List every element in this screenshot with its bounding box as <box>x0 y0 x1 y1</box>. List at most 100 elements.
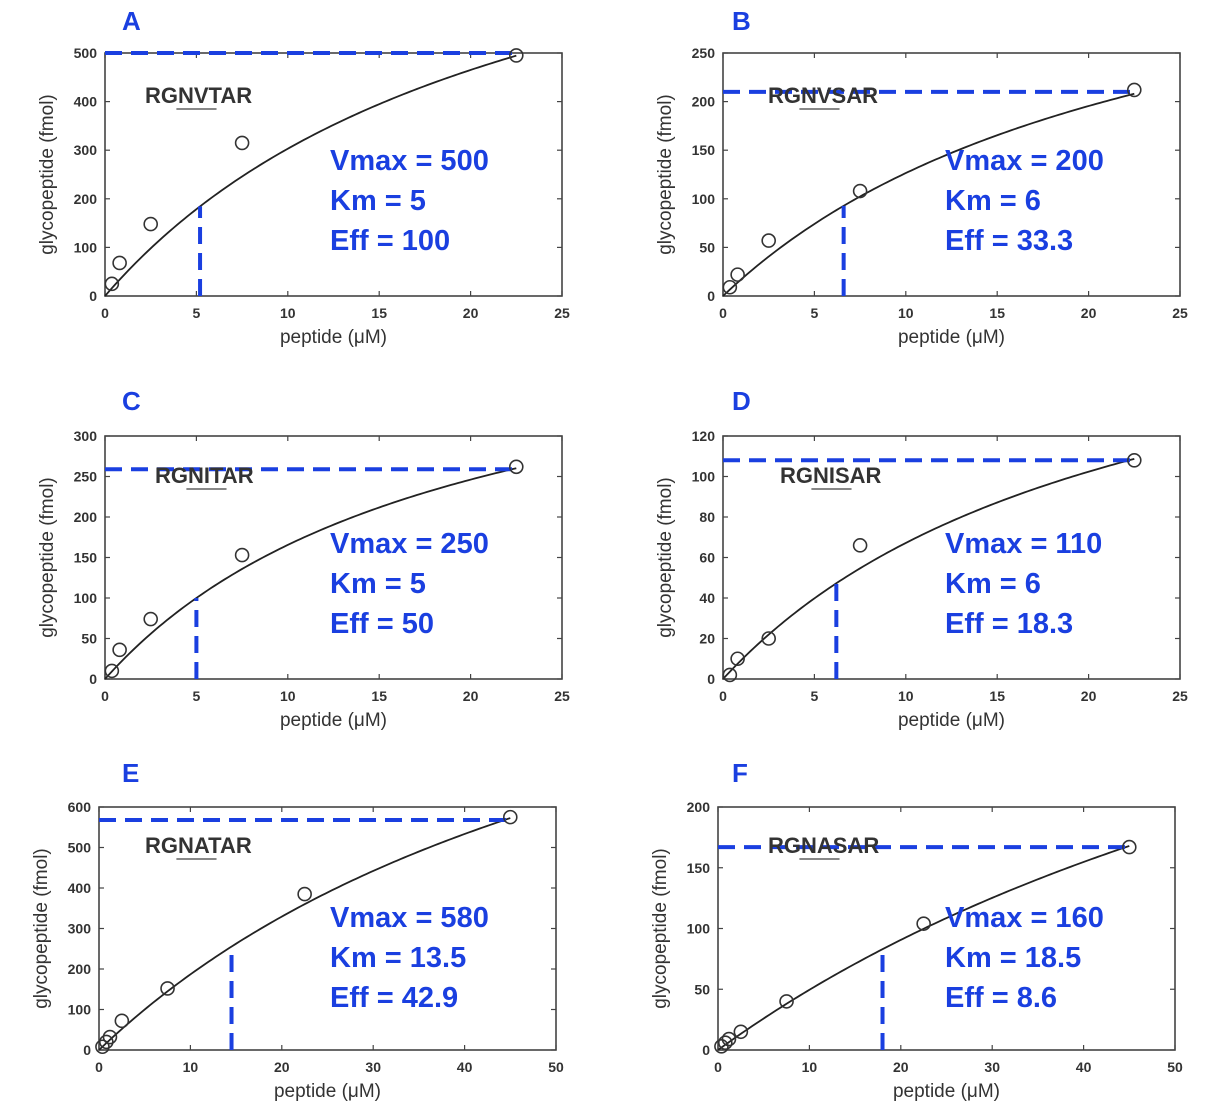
x-tick-label: 15 <box>371 688 387 704</box>
y-tick-label: 300 <box>68 921 92 937</box>
x-tick-label: 0 <box>719 688 727 704</box>
kinetic-parameter: Km = 18.5 <box>945 942 1081 974</box>
y-tick-label: 150 <box>74 550 98 566</box>
y-tick-label: 120 <box>692 428 716 444</box>
data-point <box>714 1039 729 1054</box>
y-tick-label: 150 <box>692 142 716 158</box>
y-axis-label: glycopeptide (fmol) <box>31 848 52 1009</box>
x-tick-label: 20 <box>463 305 479 321</box>
kinetic-parameter: Eff = 42.9 <box>330 982 458 1014</box>
x-tick-label: 0 <box>714 1059 722 1075</box>
kinetic-parameter: Eff = 50 <box>330 608 434 640</box>
x-tick-label: 0 <box>101 305 109 321</box>
data-point <box>114 1013 130 1029</box>
peptide-label: RGNATAR <box>145 833 252 858</box>
x-tick-label: 25 <box>1172 305 1188 321</box>
x-axis-label: peptide (μM) <box>898 710 1005 731</box>
y-tick-label: 100 <box>74 239 98 255</box>
fit-curve <box>717 845 1130 1051</box>
fit-curve <box>104 467 517 680</box>
data-point <box>1127 82 1142 98</box>
x-tick-label: 0 <box>95 1059 103 1075</box>
y-tick-label: 400 <box>68 880 92 896</box>
x-tick-label: 15 <box>371 305 387 321</box>
kinetic-parameter: Eff = 100 <box>330 225 450 257</box>
kinetic-parameter: Vmax = 580 <box>330 902 489 934</box>
x-tick-label: 50 <box>548 1059 564 1075</box>
y-axis-label: glycopeptide (fmol) <box>655 477 676 638</box>
kinetic-parameter: Km = 5 <box>330 568 426 600</box>
x-tick-label: 30 <box>365 1059 381 1075</box>
peptide-label: RGNISAR <box>780 463 882 488</box>
data-point <box>508 48 524 63</box>
kinetic-parameter: Vmax = 200 <box>945 145 1104 177</box>
kinetic-parameter: Eff = 18.3 <box>945 608 1073 640</box>
plot-frame <box>104 52 563 297</box>
kinetic-parameter: Km = 5 <box>330 185 426 217</box>
data-point <box>104 663 120 679</box>
x-tick-label: 50 <box>1167 1059 1183 1075</box>
chart-panel-f: F 0 10 20 30 40 50 0 50 100 150 200 peptide (μM) glyc… <box>650 758 1183 1102</box>
y-tick-label: 200 <box>74 509 98 525</box>
x-tick-label: 5 <box>193 305 201 321</box>
y-tick-label: 0 <box>702 1042 710 1058</box>
y-tick-label: 50 <box>81 631 97 647</box>
x-tick-label: 10 <box>898 305 914 321</box>
data-point <box>95 1039 110 1055</box>
x-tick-label: 5 <box>811 688 819 704</box>
y-tick-label: 200 <box>687 799 711 815</box>
kinetic-parameter: Km = 13.5 <box>330 942 466 974</box>
data-point <box>1127 452 1142 468</box>
y-tick-label: 300 <box>74 142 98 158</box>
x-axis-label: peptide (μM) <box>898 327 1005 348</box>
x-tick-label: 40 <box>457 1059 473 1075</box>
y-tick-label: 60 <box>699 550 715 566</box>
y-tick-label: 400 <box>74 94 98 110</box>
panel-letter: A <box>122 6 141 36</box>
data-point <box>730 651 745 667</box>
y-tick-label: 100 <box>692 191 716 207</box>
x-tick-label: 15 <box>989 688 1005 704</box>
y-tick-label: 0 <box>707 671 715 687</box>
data-point <box>779 994 794 1009</box>
kinetic-parameter: Km = 6 <box>945 185 1041 217</box>
x-tick-label: 10 <box>802 1059 818 1075</box>
data-point <box>234 547 250 563</box>
x-tick-label: 20 <box>463 688 479 704</box>
x-tick-label: 15 <box>989 305 1005 321</box>
fit-curve <box>722 458 1135 680</box>
data-point <box>234 135 250 151</box>
x-tick-label: 20 <box>1081 305 1097 321</box>
y-tick-label: 200 <box>68 961 92 977</box>
kinetic-parameter: Vmax = 160 <box>945 902 1104 934</box>
kinetic-parameter: Eff = 33.3 <box>945 225 1073 257</box>
fit-curve <box>98 817 511 1051</box>
data-point <box>143 216 158 232</box>
data-point <box>112 642 127 658</box>
y-tick-label: 80 <box>699 509 715 525</box>
data-point <box>852 538 868 553</box>
y-axis-label: glycopeptide (fmol) <box>37 477 58 638</box>
y-tick-label: 0 <box>83 1042 91 1058</box>
y-axis-label: glycopeptide (fmol) <box>650 848 671 1009</box>
data-point <box>1122 839 1137 855</box>
kinetic-parameter: Km = 6 <box>945 568 1041 600</box>
chart-panel-a: A 0 5 10 15 20 25 0 100 200 300 400 500 peptide (μM) g… <box>37 6 570 348</box>
y-tick-label: 0 <box>89 671 97 687</box>
x-tick-label: 10 <box>183 1059 199 1075</box>
peptide-label: RGNASAR <box>768 833 879 858</box>
data-point <box>761 233 777 248</box>
y-tick-label: 500 <box>68 840 92 856</box>
data-point <box>502 809 518 825</box>
plot-frame <box>722 52 1181 297</box>
data-point <box>143 611 158 627</box>
x-tick-label: 30 <box>984 1059 1000 1075</box>
x-tick-label: 0 <box>719 305 727 321</box>
data-point <box>508 459 524 475</box>
data-point <box>722 667 738 683</box>
panel-letter: B <box>732 6 751 36</box>
x-axis-label: peptide (μM) <box>893 1081 1000 1102</box>
x-tick-label: 40 <box>1076 1059 1092 1075</box>
